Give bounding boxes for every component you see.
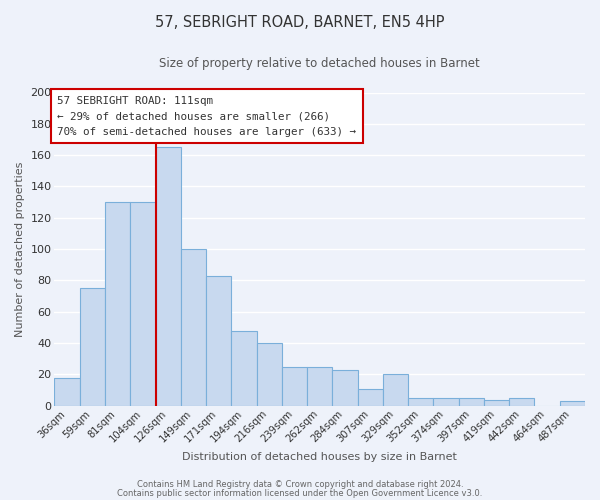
Bar (408, 398, 433, 406)
Text: Contains public sector information licensed under the Open Government Licence v3: Contains public sector information licen… (118, 488, 482, 498)
Bar (282, 366, 307, 406)
Bar (560, 401, 585, 406)
Bar (358, 388, 383, 406)
Bar (105, 202, 130, 406)
Bar (257, 343, 282, 406)
Bar (383, 374, 408, 406)
Text: 57 SEBRIGHT ROAD: 111sqm
← 29% of detached houses are smaller (266)
70% of semi-: 57 SEBRIGHT ROAD: 111sqm ← 29% of detach… (57, 96, 356, 137)
Bar (433, 398, 458, 406)
Text: Contains HM Land Registry data © Crown copyright and database right 2024.: Contains HM Land Registry data © Crown c… (137, 480, 463, 489)
Title: Size of property relative to detached houses in Barnet: Size of property relative to detached ho… (160, 58, 480, 70)
Bar (155, 148, 181, 406)
Bar (509, 398, 535, 406)
Text: 57, SEBRIGHT ROAD, BARNET, EN5 4HP: 57, SEBRIGHT ROAD, BARNET, EN5 4HP (155, 15, 445, 30)
Bar (130, 202, 155, 406)
Bar (55, 378, 80, 406)
Y-axis label: Number of detached properties: Number of detached properties (15, 162, 25, 337)
Bar (332, 370, 358, 406)
Bar (232, 330, 257, 406)
Bar (307, 366, 332, 406)
Bar (458, 398, 484, 406)
Bar (484, 400, 509, 406)
Bar (181, 249, 206, 406)
Bar (206, 276, 232, 406)
X-axis label: Distribution of detached houses by size in Barnet: Distribution of detached houses by size … (182, 452, 457, 462)
Bar (80, 288, 105, 406)
